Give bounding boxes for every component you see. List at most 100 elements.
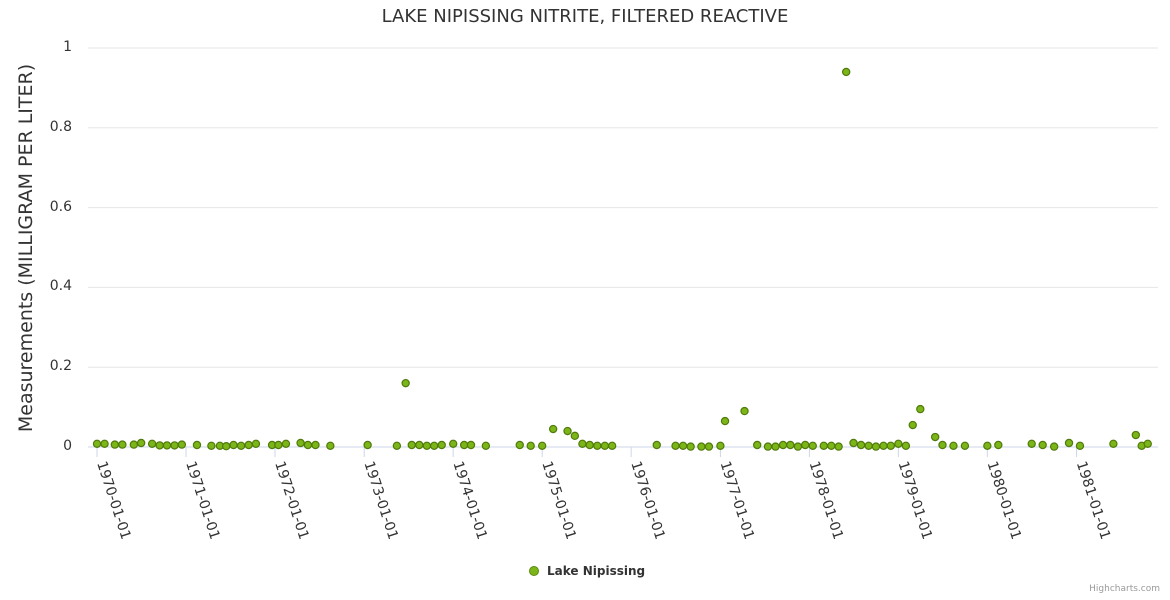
data-point[interactable] — [864, 441, 873, 451]
credits-link[interactable]: Highcharts.com — [1089, 584, 1160, 594]
data-point[interactable] — [526, 441, 535, 451]
data-point[interactable] — [697, 442, 706, 451]
data-point[interactable] — [244, 440, 253, 450]
data-point[interactable] — [704, 442, 714, 451]
data-point[interactable] — [871, 442, 881, 451]
data-point[interactable] — [841, 67, 851, 77]
data-point[interactable] — [177, 440, 187, 449]
data-point[interactable] — [908, 420, 917, 430]
x-tick-label: 1976-01-01 — [627, 459, 667, 541]
data-point[interactable] — [930, 432, 940, 442]
data-point[interactable] — [652, 440, 661, 450]
data-point[interactable] — [856, 440, 866, 450]
data-point[interactable] — [100, 439, 109, 449]
y-tick-label: 0.4 — [49, 278, 72, 295]
data-point[interactable] — [251, 439, 261, 449]
data-point[interactable] — [222, 442, 231, 451]
data-point[interactable] — [118, 440, 127, 449]
data-point[interactable] — [129, 440, 139, 449]
data-point[interactable] — [155, 441, 164, 450]
data-point[interactable] — [879, 441, 888, 451]
data-point[interactable] — [363, 440, 372, 450]
data-point[interactable] — [753, 440, 762, 450]
data-point[interactable] — [437, 440, 446, 450]
legend[interactable]: Lake Nipissing — [529, 564, 645, 578]
data-point[interactable] — [192, 440, 202, 450]
data-point[interactable] — [983, 441, 992, 451]
data-point[interactable] — [515, 440, 524, 450]
legend-label: Lake Nipissing — [547, 564, 646, 578]
data-point[interactable] — [236, 441, 246, 451]
x-tick-label: 1979-01-01 — [895, 459, 935, 541]
data-point[interactable] — [136, 438, 146, 448]
data-point[interactable] — [671, 441, 680, 451]
data-point[interactable] — [459, 440, 469, 450]
data-point[interactable] — [422, 441, 432, 451]
data-point[interactable] — [686, 442, 695, 451]
data-point[interactable] — [448, 439, 458, 449]
data-point[interactable] — [303, 440, 313, 450]
data-point[interactable] — [778, 440, 788, 450]
data-point[interactable] — [207, 441, 216, 451]
data-point[interactable] — [938, 440, 947, 450]
data-point[interactable] — [229, 440, 238, 450]
data-point[interactable] — [771, 442, 780, 451]
data-point[interactable] — [392, 441, 402, 451]
data-point[interactable] — [600, 441, 610, 451]
data-point[interactable] — [801, 440, 810, 450]
data-point[interactable] — [786, 440, 795, 450]
data-point[interactable] — [1075, 441, 1085, 451]
data-point[interactable] — [763, 442, 773, 451]
data-point[interactable] — [1131, 430, 1141, 440]
data-point[interactable] — [296, 438, 305, 448]
data-point[interactable] — [162, 441, 172, 450]
data-point[interactable] — [401, 378, 410, 388]
data-point[interactable] — [808, 441, 817, 451]
x-tick-label: 1973-01-01 — [360, 459, 400, 541]
data-point[interactable] — [1049, 442, 1059, 451]
data-point[interactable] — [274, 440, 283, 450]
data-point[interactable] — [994, 440, 1003, 450]
data-point[interactable] — [585, 440, 594, 450]
data-point[interactable] — [481, 441, 491, 451]
data-point[interactable] — [578, 439, 587, 449]
data-point[interactable] — [1109, 439, 1118, 449]
data-point[interactable] — [466, 440, 476, 450]
data-point[interactable] — [1143, 439, 1152, 449]
data-point[interactable] — [1027, 439, 1036, 449]
data-point[interactable] — [281, 439, 291, 449]
data-point[interactable] — [429, 441, 439, 451]
data-point[interactable] — [537, 441, 547, 451]
data-point[interactable] — [720, 416, 730, 426]
data-point[interactable] — [92, 439, 102, 449]
data-point[interactable] — [110, 440, 120, 449]
data-point[interactable] — [170, 441, 179, 450]
data-point[interactable] — [716, 441, 725, 451]
data-point[interactable] — [607, 441, 617, 451]
data-point[interactable] — [894, 439, 903, 449]
data-point[interactable] — [849, 438, 858, 448]
data-point[interactable] — [949, 441, 958, 451]
data-point[interactable] — [1038, 440, 1047, 450]
data-point[interactable] — [901, 441, 911, 451]
data-point[interactable] — [960, 441, 970, 451]
data-point[interactable] — [147, 439, 157, 449]
data-point[interactable] — [916, 404, 925, 414]
data-point[interactable] — [593, 441, 602, 451]
data-point[interactable] — [740, 406, 749, 416]
data-point[interactable] — [819, 441, 828, 451]
data-point[interactable] — [1064, 438, 1074, 448]
data-point[interactable] — [407, 440, 416, 450]
data-point[interactable] — [415, 440, 424, 450]
data-point[interactable] — [570, 431, 580, 441]
data-point[interactable] — [563, 426, 572, 436]
y-tick-label: 0.6 — [49, 198, 72, 215]
data-point[interactable] — [326, 441, 335, 451]
data-point[interactable] — [827, 441, 836, 451]
data-point[interactable] — [678, 441, 688, 451]
data-point[interactable] — [311, 440, 320, 450]
data-point[interactable] — [793, 442, 803, 451]
data-point[interactable] — [834, 442, 843, 451]
data-point[interactable] — [886, 441, 896, 451]
data-point[interactable] — [548, 424, 558, 434]
